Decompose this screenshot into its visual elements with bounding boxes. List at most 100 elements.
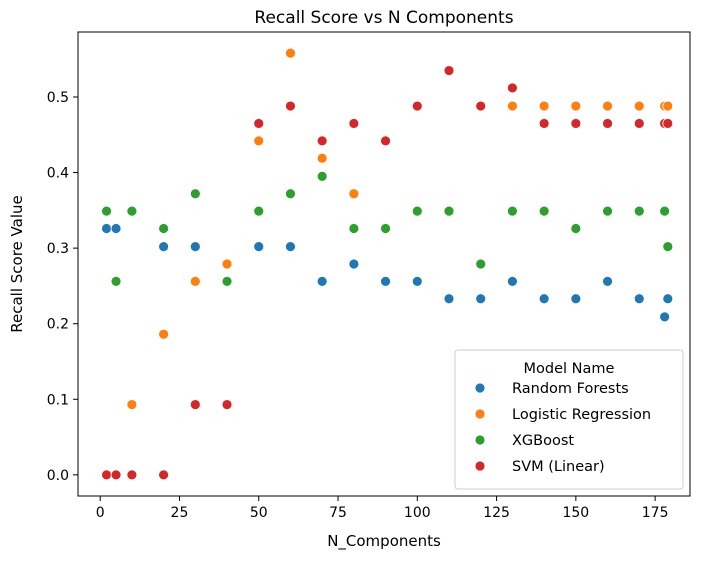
point-xgboost	[348, 223, 360, 234]
point-random-forests	[189, 241, 201, 253]
point-xgboost	[316, 170, 328, 182]
y-axis-label: Recall Score Value	[8, 195, 26, 333]
point-random-forests	[380, 275, 391, 287]
chart-title: Recall Score vs N Components	[254, 8, 513, 28]
point-xgboost	[380, 223, 391, 234]
legend-marker-xgboost	[474, 434, 486, 446]
point-svm-linear	[316, 135, 328, 147]
point-random-forests	[316, 275, 328, 287]
point-svm-linear	[443, 65, 455, 76]
point-svm-linear	[126, 469, 138, 481]
point-xgboost	[158, 223, 170, 234]
point-logistic-regression	[285, 47, 296, 59]
x-tick-label: 175	[642, 505, 669, 521]
point-random-forests	[475, 293, 487, 305]
point-random-forests	[633, 293, 645, 305]
plot-area	[77, 31, 691, 497]
point-svm-linear	[348, 118, 360, 129]
x-tick-label: 150	[562, 505, 589, 521]
point-xgboost	[633, 205, 645, 217]
point-logistic-regression	[348, 188, 360, 200]
point-xgboost	[507, 205, 518, 217]
legend-label-logistic-regression: Logistic Regression	[512, 407, 651, 423]
x-tick-label: 75	[329, 505, 347, 521]
y-tick-label: 0.3	[47, 241, 69, 257]
point-svm-linear	[380, 135, 391, 147]
point-random-forests	[507, 275, 518, 287]
point-random-forests	[443, 293, 455, 305]
point-random-forests	[659, 311, 671, 323]
x-tick-label: 0	[96, 505, 105, 521]
point-xgboost	[101, 205, 112, 217]
point-xgboost	[662, 241, 674, 253]
x-axis: 0 25 50 75 100 125 150 175	[96, 496, 669, 521]
point-xgboost	[570, 223, 582, 234]
point-xgboost	[538, 205, 550, 217]
point-xgboost	[602, 205, 613, 217]
x-axis-label: N_Components	[327, 532, 441, 551]
y-tick-label: 0.0	[47, 468, 69, 484]
point-random-forests	[253, 241, 265, 253]
point-svm-linear	[221, 399, 233, 410]
point-logistic-regression	[538, 100, 550, 112]
point-random-forests	[101, 223, 112, 234]
point-random-forests	[285, 241, 296, 253]
y-axis: 0.0 0.1 0.2 0.3 0.4 0.5	[47, 90, 78, 484]
point-xgboost	[126, 205, 138, 217]
data-points	[101, 47, 674, 481]
point-logistic-regression	[126, 399, 138, 410]
point-random-forests	[538, 293, 550, 305]
y-tick-label: 0.5	[47, 90, 69, 106]
x-tick-label: 25	[171, 505, 189, 521]
legend-marker-svm-linear	[474, 460, 486, 472]
point-xgboost	[110, 275, 122, 287]
point-xgboost	[443, 205, 455, 217]
point-logistic-regression	[189, 275, 201, 287]
point-svm-linear	[411, 100, 423, 112]
y-tick-label: 0.2	[47, 317, 69, 333]
point-svm-linear	[101, 469, 112, 481]
legend-box	[454, 349, 684, 490]
legend-marker-logistic-regression	[474, 408, 486, 420]
point-svm-linear	[538, 118, 550, 129]
x-tick-label: 50	[250, 505, 268, 521]
x-tick-label: 125	[483, 505, 510, 521]
point-logistic-regression	[570, 100, 582, 112]
point-logistic-regression	[602, 100, 613, 112]
point-logistic-regression	[633, 100, 645, 112]
point-xgboost	[659, 205, 671, 217]
point-svm-linear	[189, 399, 201, 410]
point-logistic-regression	[221, 258, 233, 270]
point-svm-linear	[570, 118, 582, 129]
point-xgboost	[285, 188, 296, 200]
legend-marker-random-forests	[474, 382, 486, 394]
point-random-forests	[602, 275, 613, 287]
point-logistic-regression	[253, 135, 265, 147]
point-svm-linear	[475, 100, 487, 112]
x-tick-label: 100	[404, 505, 431, 521]
point-logistic-regression	[507, 100, 518, 112]
point-xgboost	[189, 188, 201, 200]
point-xgboost	[475, 258, 487, 270]
point-random-forests	[348, 258, 360, 270]
point-random-forests	[570, 293, 582, 305]
point-svm-linear	[507, 82, 518, 94]
point-svm-linear	[253, 118, 265, 129]
legend: Model Name Random Forests Logistic Regres…	[454, 349, 684, 490]
point-svm-linear	[633, 118, 645, 129]
point-random-forests	[110, 223, 122, 234]
point-xgboost	[411, 205, 423, 217]
point-svm-linear	[285, 100, 296, 112]
point-random-forests	[662, 293, 674, 305]
point-logistic-regression	[662, 100, 674, 112]
legend-title: Model Name	[524, 361, 615, 377]
legend-label-xgboost: XGBoost	[512, 433, 574, 449]
point-svm-linear	[110, 469, 122, 481]
y-tick-label: 0.1	[47, 392, 69, 408]
point-svm-linear	[158, 469, 170, 481]
point-random-forests	[158, 241, 170, 253]
point-xgboost	[253, 205, 265, 217]
point-svm-linear	[602, 118, 613, 129]
point-logistic-regression	[158, 328, 170, 340]
